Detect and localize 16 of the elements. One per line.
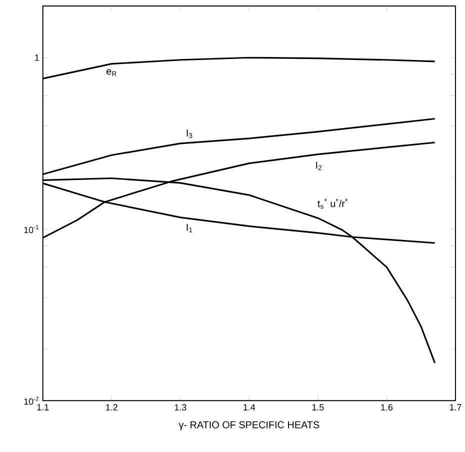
x-tick-label: 1.2: [106, 404, 118, 410]
y-tick-label: 10$^{-1}$: [24, 224, 39, 233]
x-tick-label: 1.3: [174, 404, 186, 410]
series-label: e$_{R}$: [106, 69, 116, 76]
x-tick-label: 1.7: [450, 404, 462, 410]
series-label: t$_{s}$$^{*}$ u$^{*}$/r$^{*}$: [318, 198, 348, 208]
series-label: I$_{2}$: [316, 162, 322, 170]
y-tick-label: 10$^{-2}$: [24, 396, 39, 404]
y-tick-label: 1: [35, 54, 39, 60]
x-tick-label: 1.6: [381, 404, 393, 410]
x-tick-label: 1.5: [312, 404, 324, 410]
x-tick-label: 1.4: [244, 404, 256, 410]
x-tick-label: 1.1: [37, 404, 49, 410]
series-label: I$_{3}$: [186, 129, 192, 138]
series-label: I$_{1}$: [186, 224, 192, 232]
x-axis-title: γ- RATIO OF SPECIFIC HEATS: [178, 421, 320, 430]
